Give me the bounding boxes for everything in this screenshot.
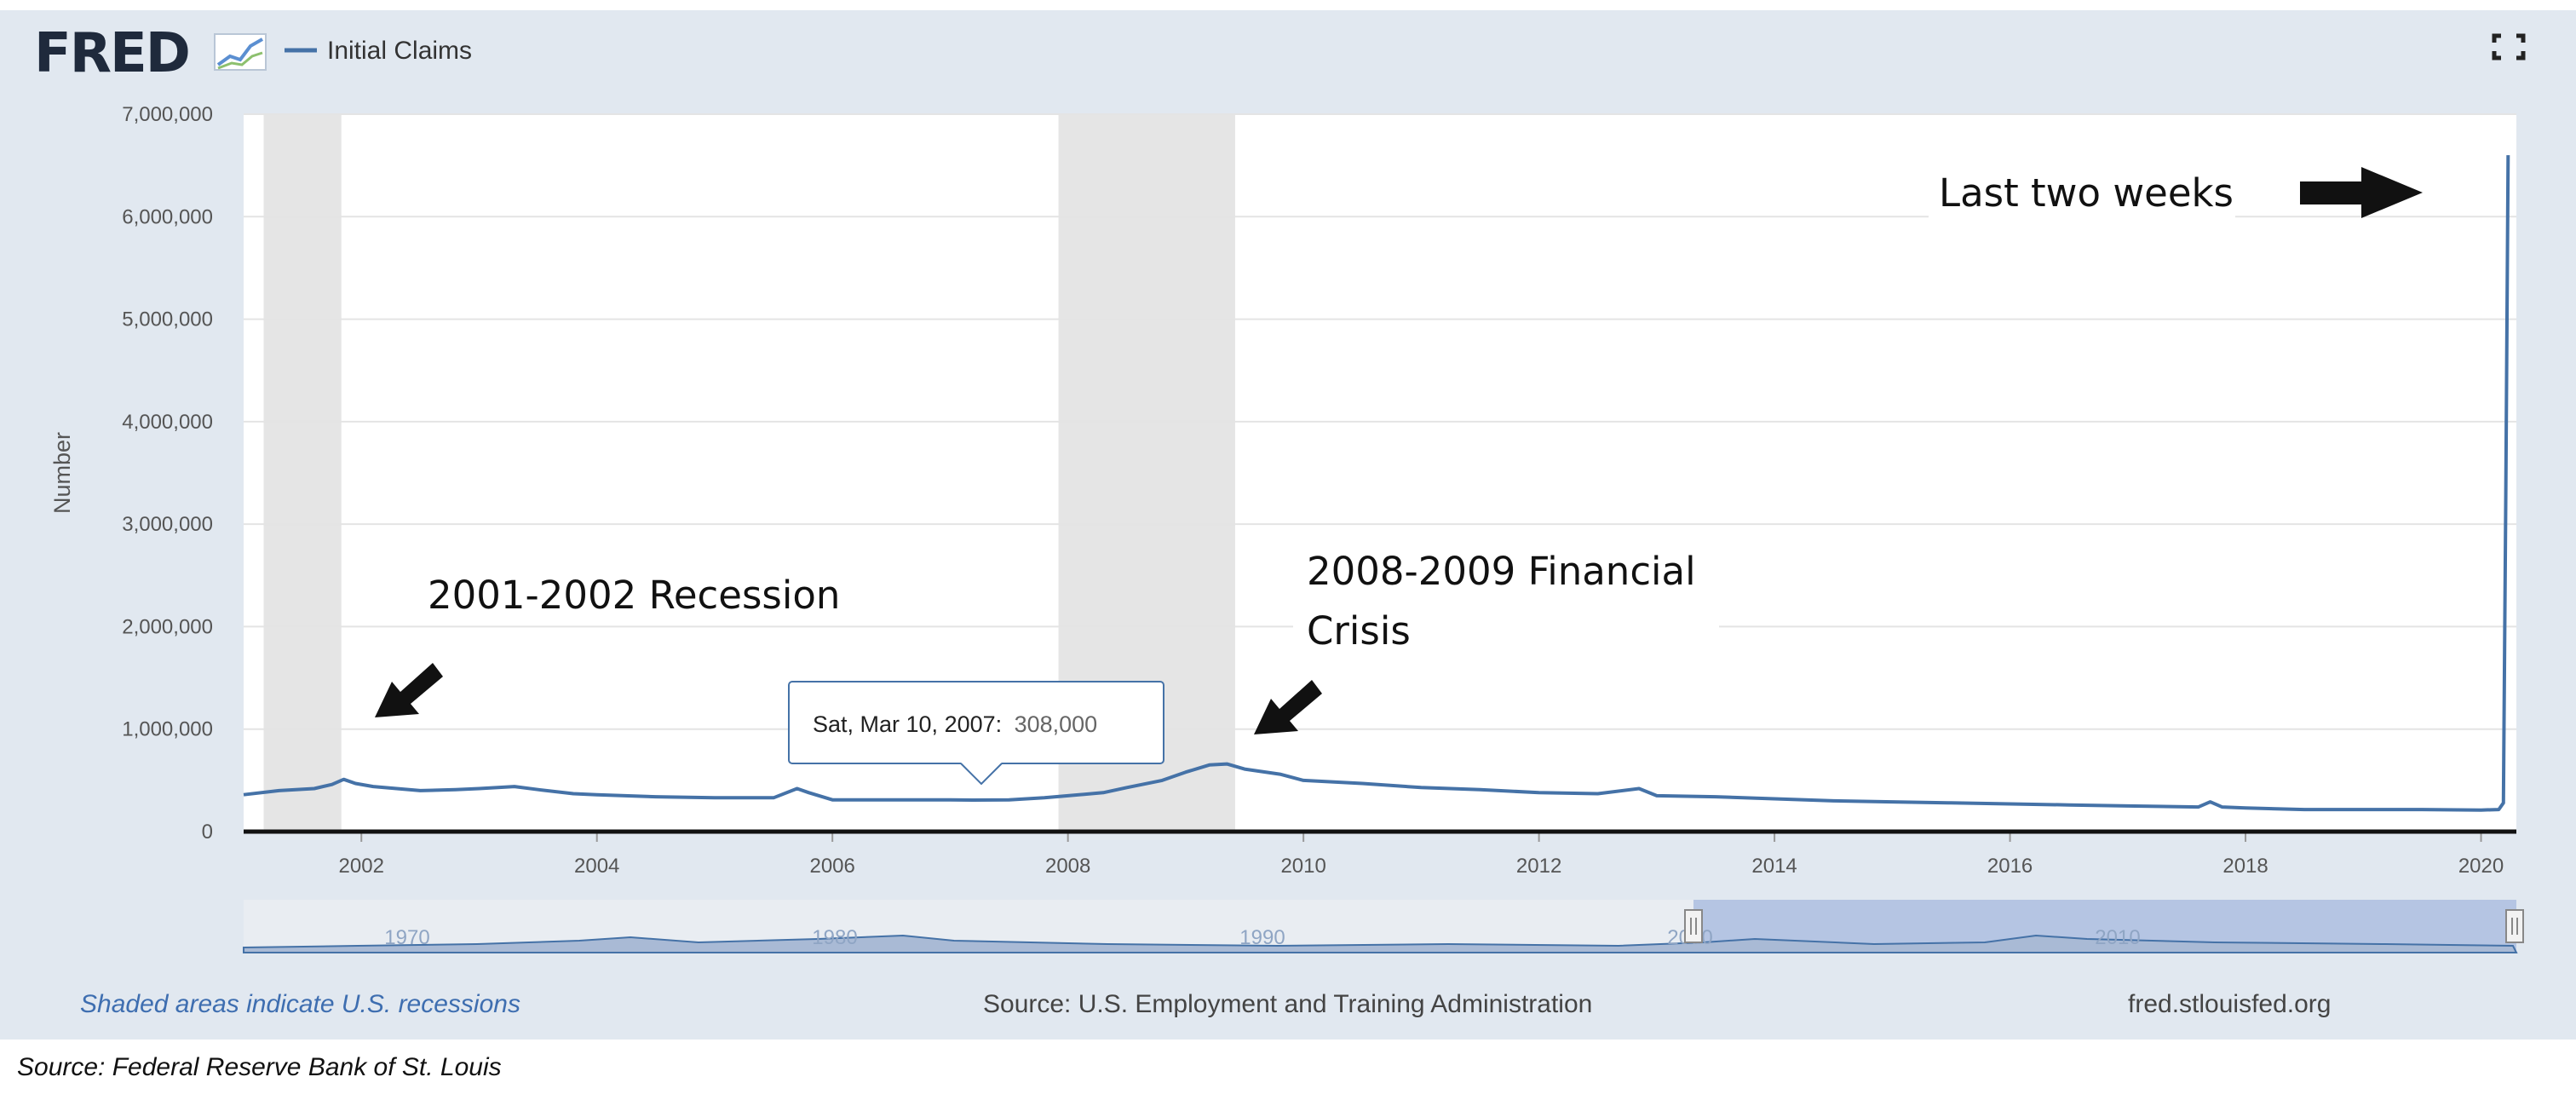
series-line-initial-claims[interactable] xyxy=(243,155,2510,812)
annotation-text: Crisis xyxy=(1307,608,1411,654)
x-tick-label: 2014 xyxy=(1751,855,1797,878)
annotation-text: Last two weeks xyxy=(1939,170,2234,216)
arrow-right-icon xyxy=(2300,167,2423,218)
y-axis-label: Number xyxy=(49,432,75,514)
arrow-icon xyxy=(1254,680,1322,734)
y-tick-label: 1,000,000 xyxy=(122,718,213,741)
x-tick-label: 2012 xyxy=(1516,855,1561,878)
tooltip-date: Sat, Mar 10, 2007: xyxy=(813,711,1002,737)
line-chart-icon xyxy=(214,33,267,71)
x-tick-label: 2016 xyxy=(1987,855,2033,878)
navigator-label: 1980 xyxy=(812,926,857,949)
y-tick-label: 0 xyxy=(202,821,213,844)
navigator-label: 1970 xyxy=(384,926,429,949)
x-tick-label: 2008 xyxy=(1045,855,1090,878)
y-tick-label: 4,000,000 xyxy=(122,411,213,434)
tooltip: Sat, Mar 10, 2007: 308,000 xyxy=(788,681,1164,786)
legend-label: Initial Claims xyxy=(327,37,472,65)
site-link[interactable]: fred.stlouisfed.org xyxy=(2128,990,2331,1018)
x-tick-label: 2004 xyxy=(574,855,619,878)
navigator-label: 1990 xyxy=(1239,926,1285,949)
image-caption: Source: Federal Reserve Bank of St. Loui… xyxy=(17,1053,502,1081)
fullscreen-icon[interactable] xyxy=(2492,33,2526,60)
x-tick-label: 2006 xyxy=(809,855,854,878)
gridlines xyxy=(244,113,2516,730)
annotation-crisis-2008: 2008-2009 Financial Crisis xyxy=(1293,538,1719,654)
fred-logo: FRED xyxy=(34,22,267,85)
annotation-last-two-weeks: Last two weeks xyxy=(1929,158,2235,227)
x-tick-label: 2010 xyxy=(1280,855,1325,878)
y-tick-label: 6,000,000 xyxy=(122,205,213,228)
source-text: Source: U.S. Employment and Training Adm… xyxy=(983,990,1592,1018)
arrow-icon xyxy=(375,663,443,717)
navigator-handle-right[interactable] xyxy=(2505,909,2524,943)
recession-band xyxy=(263,114,342,832)
x-axis-ticks: 2002 2004 2006 2008 2010 2012 2014 2016 2018 2020 xyxy=(339,832,2504,878)
navigator[interactable]: 1970 1980 1990 2000 2010 xyxy=(243,900,2524,953)
y-tick-label: 2,000,000 xyxy=(122,615,213,638)
x-tick-label: 2018 xyxy=(2222,855,2268,878)
x-tick-label: 2002 xyxy=(339,855,384,878)
y-tick-label: 7,000,000 xyxy=(122,103,213,126)
y-axis-title: Number xyxy=(49,432,75,514)
y-axis-ticks: 0 1,000,000 2,000,000 3,000,000 4,000,000 5,0… xyxy=(122,103,213,844)
annotation-recession-2001: 2001-2002 Recession xyxy=(414,564,908,625)
fred-logo-text: FRED xyxy=(34,22,189,85)
y-tick-label: 3,000,000 xyxy=(122,513,213,536)
legend-item[interactable]: Initial Claims xyxy=(285,37,472,65)
annotation-text: 2008-2009 Financial xyxy=(1307,549,1696,594)
navigator-handle-left[interactable] xyxy=(1684,909,1703,943)
navigator-label: 2010 xyxy=(2095,926,2140,949)
y-tick-label: 5,000,000 xyxy=(122,308,213,331)
annotation-text: 2001-2002 Recession xyxy=(428,573,840,618)
tooltip-value: 308,000 xyxy=(1015,711,1098,737)
x-tick-label: 2020 xyxy=(2458,855,2504,878)
shaded-areas-link[interactable]: Shaded areas indicate U.S. recessions xyxy=(80,990,520,1018)
plot-area xyxy=(244,114,2516,832)
navigator-series xyxy=(243,934,2518,953)
tooltip-text: Sat, Mar 10, 2007: 308,000 xyxy=(813,711,1097,737)
